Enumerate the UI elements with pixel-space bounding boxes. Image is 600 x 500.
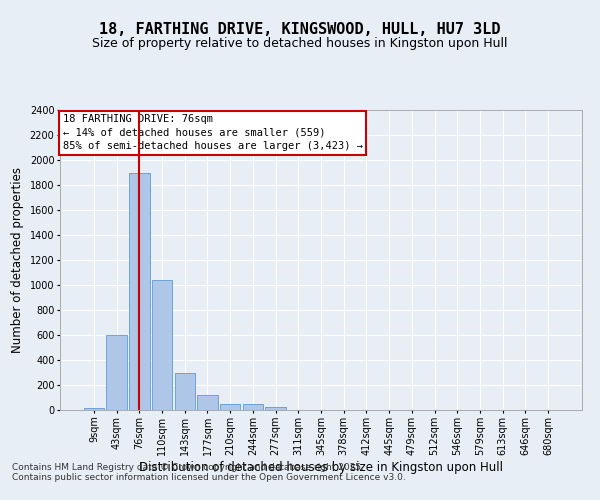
Bar xyxy=(152,280,172,410)
Bar xyxy=(265,406,286,410)
Bar xyxy=(175,373,195,410)
Bar xyxy=(220,404,241,410)
X-axis label: Distribution of detached houses by size in Kingston upon Hull: Distribution of detached houses by size … xyxy=(139,460,503,473)
Bar xyxy=(84,408,104,410)
Text: 18 FARTHING DRIVE: 76sqm
← 14% of detached houses are smaller (559)
85% of semi-: 18 FARTHING DRIVE: 76sqm ← 14% of detach… xyxy=(62,114,362,151)
Text: Contains HM Land Registry data © Crown copyright and database right 2025.
Contai: Contains HM Land Registry data © Crown c… xyxy=(12,462,406,482)
Text: 18, FARTHING DRIVE, KINGSWOOD, HULL, HU7 3LD: 18, FARTHING DRIVE, KINGSWOOD, HULL, HU7… xyxy=(99,22,501,38)
Bar xyxy=(129,172,149,410)
Y-axis label: Number of detached properties: Number of detached properties xyxy=(11,167,24,353)
Bar xyxy=(106,335,127,410)
Bar xyxy=(242,404,263,410)
Text: Size of property relative to detached houses in Kingston upon Hull: Size of property relative to detached ho… xyxy=(92,38,508,51)
Bar xyxy=(197,395,218,410)
